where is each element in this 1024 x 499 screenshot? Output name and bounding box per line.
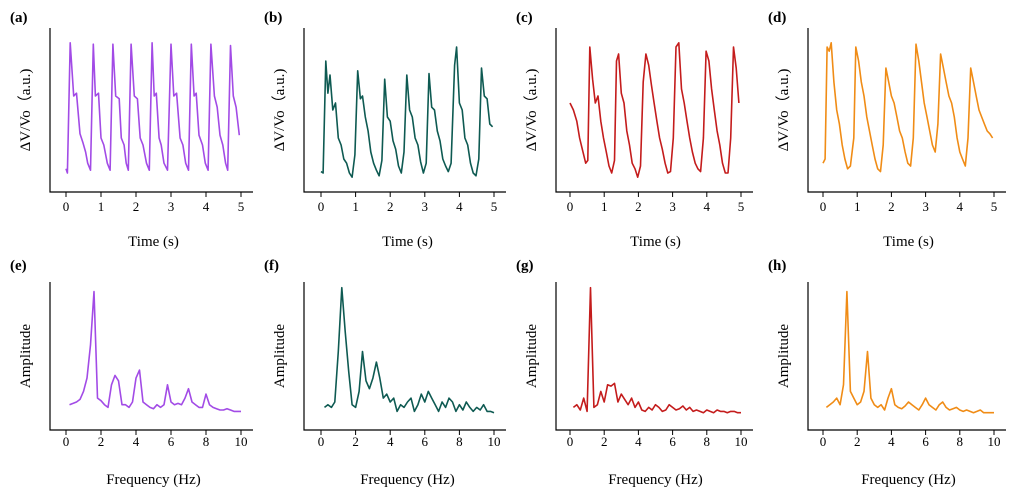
- x-tick-label: 6: [168, 434, 175, 449]
- x-tick-label: 8: [203, 434, 210, 449]
- x-axis-label: Time (s): [883, 234, 934, 250]
- x-tick-label: 10: [735, 434, 748, 449]
- x-tick-label: 0: [567, 434, 574, 449]
- panel-label: (c): [516, 10, 533, 26]
- series-line: [69, 290, 241, 413]
- x-tick-label: 2: [601, 434, 608, 449]
- x-axis-label: Frequency (Hz): [106, 472, 201, 488]
- y-axis-label: Amplitude: [776, 324, 792, 389]
- x-tick-label: 1: [601, 199, 608, 214]
- panel-g: (g) 0 2 4 6 8 10 Frequency (Hz) Amplitude: [516, 258, 753, 488]
- series-line: [822, 41, 994, 173]
- x-tick-label: 2: [133, 199, 140, 214]
- x-tick-label: 4: [203, 199, 210, 214]
- x-tick-label: 2: [635, 199, 642, 214]
- x-tick-label: 8: [456, 434, 463, 449]
- x-tick-label: 6: [922, 434, 929, 449]
- panel-h: (h) 0 2 4 6 8 10 Frequency (Hz) Amplitude: [768, 258, 1006, 488]
- x-tick-label: 0: [820, 199, 827, 214]
- y-axis-label: ΔV/Vo（a.u.): [775, 69, 792, 152]
- x-axis-label: Frequency (Hz): [861, 472, 956, 488]
- x-tick-label: 4: [635, 434, 642, 449]
- panel-label: (f): [264, 258, 279, 274]
- x-axis-label: Time (s): [630, 234, 681, 250]
- x-tick-label: 3: [922, 199, 929, 214]
- x-tick-label: 0: [63, 434, 70, 449]
- axis-frame: [555, 282, 753, 431]
- x-tick-label: 5: [491, 199, 498, 214]
- x-tick-label: 8: [957, 434, 964, 449]
- x-tick-label: 2: [854, 434, 861, 449]
- axis-frame: [303, 282, 506, 431]
- panel-a: (a) 0 1 2 3 4 5 Time (s) ΔV/Vo（a.u.): [10, 10, 253, 250]
- panel-c: (c) 0 1 2 3 4 5 Time (s) ΔV/Vo（a.u.): [516, 10, 753, 250]
- x-axis-label: Time (s): [128, 234, 179, 250]
- x-tick-label: 6: [422, 434, 429, 449]
- panel-label: (a): [10, 10, 28, 26]
- x-tick-label: 1: [854, 199, 861, 214]
- x-axis-label: Time (s): [382, 234, 433, 250]
- x-tick-label: 4: [704, 199, 711, 214]
- axis-frame: [49, 28, 253, 193]
- x-tick-label: 0: [318, 434, 325, 449]
- x-tick-label: 8: [704, 434, 711, 449]
- x-tick-label: 1: [98, 199, 105, 214]
- panel-label: (e): [10, 258, 27, 274]
- panel-f: (f) 0 2 4 6 8 10 Frequency (Hz) Amplitude: [264, 258, 506, 488]
- axis-frame: [303, 28, 506, 193]
- x-tick-label: 5: [738, 199, 745, 214]
- series-line: [569, 41, 740, 178]
- x-tick-label: 5: [991, 199, 998, 214]
- x-tick-label: 0: [318, 199, 325, 214]
- panel-label: (h): [768, 258, 786, 274]
- x-tick-label: 2: [352, 434, 359, 449]
- x-axis-label: Frequency (Hz): [360, 472, 455, 488]
- y-axis-label: Amplitude: [272, 324, 288, 389]
- axis-frame: [807, 28, 1006, 193]
- panel-label: (d): [768, 10, 786, 26]
- series-line: [324, 286, 495, 414]
- y-axis-label: Amplitude: [524, 324, 540, 389]
- x-tick-label: 0: [820, 434, 827, 449]
- series-line: [320, 46, 494, 178]
- panel-e: (e) 0 2 4 6 8 10 Frequency (Hz) Amplitude: [10, 258, 253, 488]
- x-tick-label: 3: [422, 199, 429, 214]
- panel-label: (g): [516, 258, 534, 274]
- x-tick-label: 3: [168, 199, 175, 214]
- x-tick-label: 1: [352, 199, 359, 214]
- x-tick-label: 0: [63, 199, 70, 214]
- x-tick-label: 10: [235, 434, 248, 449]
- x-tick-label: 5: [238, 199, 245, 214]
- x-axis-label: Frequency (Hz): [608, 472, 703, 488]
- axis-frame: [49, 282, 253, 431]
- axis-frame: [555, 28, 753, 193]
- y-axis-label: ΔV/Vo（a.u.): [17, 69, 34, 152]
- x-tick-label: 2: [98, 434, 105, 449]
- x-tick-label: 10: [988, 434, 1001, 449]
- y-axis-label: ΔV/Vo（a.u.): [523, 69, 540, 152]
- x-tick-label: 4: [888, 434, 895, 449]
- series-line: [572, 286, 741, 414]
- series-line: [825, 290, 994, 414]
- x-tick-label: 4: [133, 434, 140, 449]
- x-tick-label: 4: [456, 199, 463, 214]
- panel-b: (b) 0 1 2 3 4 5 Time (s) ΔV/Vo（a.u.): [264, 10, 506, 250]
- x-tick-label: 10: [488, 434, 501, 449]
- x-tick-label: 2: [888, 199, 895, 214]
- x-tick-label: 4: [957, 199, 964, 214]
- x-tick-label: 2: [387, 199, 394, 214]
- x-tick-label: 3: [669, 199, 676, 214]
- x-tick-label: 0: [567, 199, 574, 214]
- y-axis-label: ΔV/Vo（a.u.): [271, 69, 288, 152]
- panel-d: (d) 0 1 2 3 4 5 Time (s) ΔV/Vo（a.u.): [768, 10, 1006, 250]
- panel-label: (b): [264, 10, 282, 26]
- x-tick-label: 6: [669, 434, 676, 449]
- y-axis-label: Amplitude: [18, 324, 34, 389]
- axis-frame: [807, 282, 1006, 431]
- x-tick-label: 4: [387, 434, 394, 449]
- series-line: [65, 41, 241, 174]
